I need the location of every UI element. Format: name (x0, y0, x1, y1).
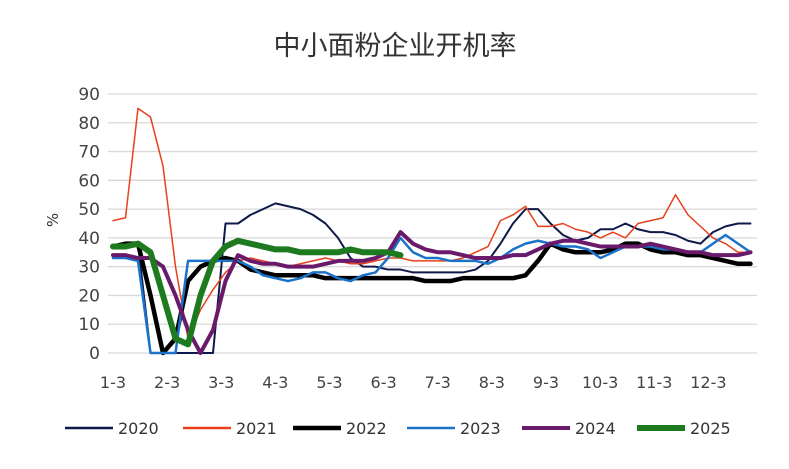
legend-item-2025: 2025 (637, 419, 731, 438)
legend-label: 2022 (346, 419, 387, 438)
y-tick-label: 90 (78, 85, 100, 105)
x-tick-label: 10-3 (582, 373, 618, 392)
legend-item-2024: 2024 (522, 419, 616, 438)
x-tick-label: 4-3 (262, 373, 288, 392)
y-tick-label: 70 (78, 143, 100, 163)
legend-label: 2025 (690, 419, 731, 438)
series-lines (110, 107, 753, 356)
y-tick-label: 80 (78, 114, 100, 134)
legend-label: 2021 (236, 419, 277, 438)
legend-item-2020: 2020 (65, 419, 159, 438)
series-line-2024 (111, 230, 753, 355)
x-tick-label: 11-3 (636, 373, 672, 392)
x-tick-label: 2-3 (154, 373, 180, 392)
legend: 2020 2021 2022 2023 2024 2025 (65, 419, 731, 438)
x-tick-label: 9-3 (533, 373, 559, 392)
x-tick-label: 8-3 (479, 373, 505, 392)
legend-label: 2023 (460, 419, 501, 438)
x-tick-label: 7-3 (425, 373, 451, 392)
y-tick-label: 40 (78, 229, 100, 249)
y-tick-label: 50 (78, 200, 100, 220)
legend-label: 2020 (118, 419, 159, 438)
series-line-2020 (112, 202, 752, 354)
x-tick-label: 12-3 (690, 373, 726, 392)
y-tick-label: 10 (78, 315, 100, 335)
x-tick-label: 1-3 (100, 373, 126, 392)
y-tick-label: 60 (78, 171, 100, 191)
x-tick-label: 5-3 (316, 373, 342, 392)
legend-item-2022: 2022 (293, 419, 387, 438)
y-axis-label: % (44, 213, 62, 227)
legend-item-2021: 2021 (183, 419, 277, 438)
legend-item-2023: 2023 (407, 419, 501, 438)
y-tick-label: 0 (89, 344, 100, 364)
gridlines (108, 93, 757, 354)
y-tick-label: 30 (78, 258, 100, 278)
series-line-2025 (110, 237, 404, 348)
x-tick-label: 6-3 (371, 373, 397, 392)
series-line-2021 (112, 107, 752, 340)
x-tick-labels: 1-3 2-3 3-3 4-3 5-3 6-3 7-3 8-3 9-3 10-3 11-3 12-3 (100, 373, 727, 392)
x-tick-label: 3-3 (208, 373, 234, 392)
chart-title: 中小面粉企业开机率 (274, 31, 517, 62)
y-tick-labels: 0 10 20 30 40 50 60 70 80 90 (78, 85, 100, 364)
y-tick-label: 20 (78, 286, 100, 306)
legend-label: 2024 (575, 419, 616, 438)
